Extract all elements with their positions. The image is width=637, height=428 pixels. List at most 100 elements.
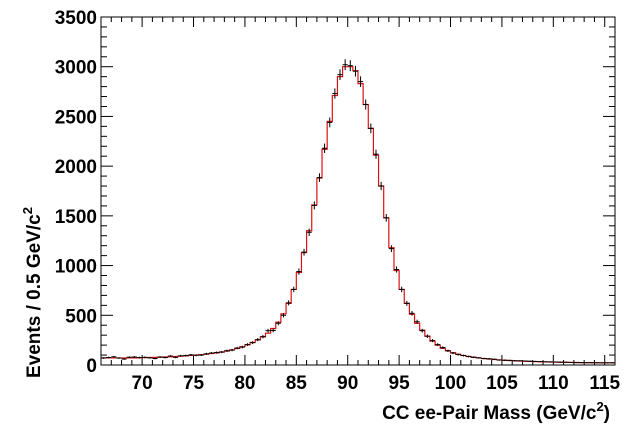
- data-point: [167, 355, 173, 357]
- data-point: [301, 248, 307, 256]
- data-point: [322, 143, 328, 153]
- data-point: [111, 355, 117, 358]
- x-tick-label: 70: [132, 373, 153, 394]
- data-point: [393, 266, 400, 273]
- data-point: [399, 286, 405, 293]
- data-point: [599, 362, 605, 364]
- data-point: [589, 362, 595, 364]
- data-point: [409, 311, 415, 316]
- data-point: [579, 362, 585, 364]
- data-point: [239, 345, 245, 349]
- y-tick-label: 2000: [55, 157, 97, 178]
- data-point: [527, 360, 533, 362]
- data-point: [142, 356, 148, 359]
- x-tick-label: 90: [337, 373, 358, 394]
- data-point: [291, 286, 297, 293]
- data-point: [440, 346, 446, 349]
- data-point: [311, 201, 317, 210]
- data-point: [594, 362, 600, 364]
- data-point: [183, 354, 189, 357]
- data-point: [188, 353, 194, 356]
- x-tick-label: 95: [389, 373, 411, 394]
- data-point: [306, 228, 312, 236]
- data-point: [265, 328, 271, 333]
- data-point: [435, 343, 441, 347]
- data-point: [563, 361, 569, 363]
- data-point: [106, 356, 112, 359]
- data-point: [337, 69, 343, 81]
- data-point: [388, 245, 394, 253]
- data-point: [198, 354, 204, 357]
- y-axis-title: Events / 0.5 GeV/c2: [20, 207, 45, 378]
- data-point: [178, 354, 184, 357]
- data-point: [522, 360, 528, 362]
- data-point: [573, 362, 580, 364]
- axis-ticks: [100, 16, 616, 366]
- data-point: [116, 357, 122, 359]
- data-point: [203, 352, 209, 355]
- data-point: [501, 359, 508, 361]
- x-tick-label: 110: [538, 373, 569, 394]
- data-point: [126, 356, 132, 359]
- data-point: [368, 123, 374, 134]
- data-point: [347, 60, 353, 72]
- data-point: [584, 362, 590, 364]
- data-point: [537, 361, 544, 363]
- data-point: [553, 361, 559, 363]
- x-axis-title: CC ee-Pair Mass (GeV/c2): [382, 399, 610, 424]
- data-point: [373, 149, 379, 159]
- data-point: [101, 357, 107, 359]
- data-point: [136, 356, 143, 359]
- y-tick-label: 500: [65, 306, 97, 327]
- data-point: [352, 65, 358, 77]
- fit-series: [101, 66, 615, 364]
- data-point: [244, 343, 251, 347]
- data-point: [157, 356, 163, 358]
- data-point: [460, 354, 466, 357]
- x-tick-label: 85: [286, 373, 308, 394]
- y-tick-label: 2500: [55, 107, 97, 128]
- data-point: [548, 361, 554, 363]
- data-point: [208, 351, 215, 355]
- data-point: [481, 357, 487, 360]
- y-tick-label: 0: [86, 356, 97, 377]
- data-point: [332, 88, 338, 99]
- data-point: [280, 313, 287, 318]
- y-tick-label: 3000: [55, 58, 97, 79]
- data-point: [476, 357, 482, 359]
- data-point: [255, 338, 261, 342]
- data-point: [507, 359, 513, 362]
- data-point: [214, 351, 220, 354]
- data-series: [101, 59, 615, 364]
- data-point: [450, 351, 456, 355]
- data-point: [270, 328, 276, 333]
- y-tick-label: 3500: [55, 8, 97, 29]
- data-point: [429, 339, 436, 343]
- data-point: [172, 356, 179, 359]
- data-point: [363, 99, 369, 110]
- data-point: [609, 362, 615, 364]
- data-point: [342, 59, 348, 71]
- data-point: [419, 328, 425, 333]
- x-tick-label: 100: [435, 373, 467, 394]
- plot-frame: [100, 16, 616, 366]
- x-tick-label: 105: [486, 373, 518, 394]
- data-point: [234, 346, 240, 350]
- data-point: [404, 300, 410, 306]
- data-point: [131, 356, 137, 358]
- x-tick-label: 80: [234, 373, 255, 394]
- x-tick-label: 115: [589, 373, 620, 394]
- data-point: [378, 181, 384, 191]
- y-tick-label: 1000: [55, 257, 97, 278]
- data-point: [224, 349, 230, 352]
- data-point: [260, 334, 266, 339]
- data-point: [358, 76, 364, 87]
- data-point: [512, 360, 518, 362]
- tick-labels: 70 75 80 85 90 95 100 105 110 115 0 500 1000 1500 2000…: [55, 8, 621, 394]
- data-point: [455, 353, 461, 356]
- data-point: [229, 348, 235, 352]
- data-point: [496, 359, 502, 361]
- data-point: [147, 357, 153, 359]
- data-point: [414, 319, 420, 324]
